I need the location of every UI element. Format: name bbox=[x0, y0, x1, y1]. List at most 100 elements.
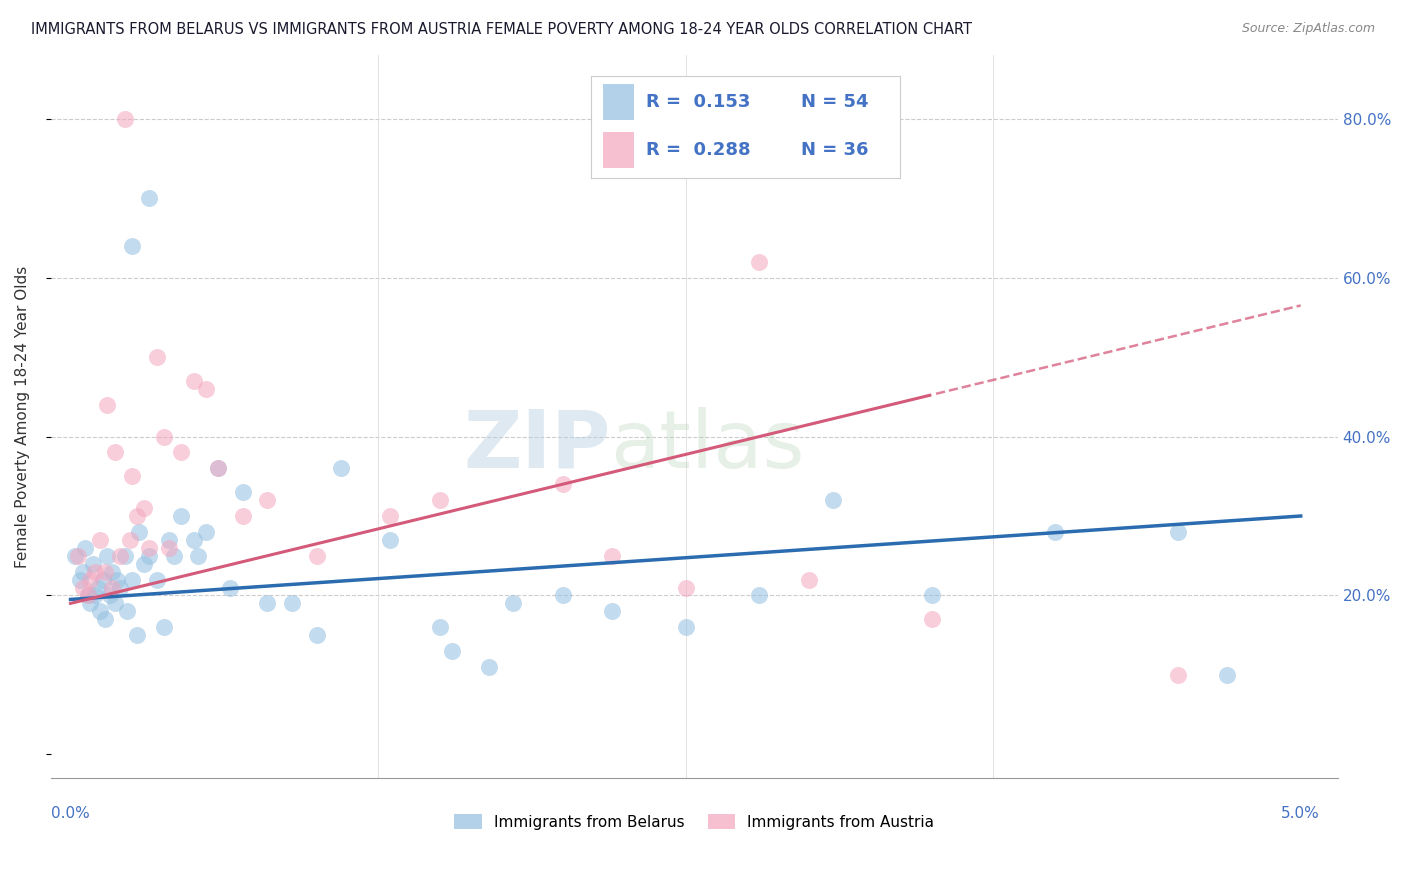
Point bbox=[108, 549, 131, 563]
Point bbox=[125, 628, 148, 642]
Point bbox=[76, 589, 98, 603]
Point bbox=[330, 461, 353, 475]
Point bbox=[108, 581, 131, 595]
Point bbox=[128, 524, 150, 539]
Point bbox=[75, 541, 97, 555]
Point bbox=[98, 589, 121, 603]
Point bbox=[600, 604, 623, 618]
Point bbox=[1043, 524, 1066, 539]
Point bbox=[551, 589, 574, 603]
Point bbox=[194, 524, 217, 539]
Text: IMMIGRANTS FROM BELARUS VS IMMIGRANTS FROM AUSTRIA FEMALE POVERTY AMONG 18-24 YE: IMMIGRANTS FROM BELARUS VS IMMIGRANTS FR… bbox=[31, 22, 972, 37]
Text: N = 36: N = 36 bbox=[801, 141, 869, 159]
Text: R =  0.288: R = 0.288 bbox=[647, 141, 751, 159]
Point bbox=[79, 596, 101, 610]
Point bbox=[105, 573, 128, 587]
Text: 0.0%: 0.0% bbox=[51, 806, 90, 821]
Text: ZIP: ZIP bbox=[464, 407, 610, 484]
Point bbox=[76, 589, 98, 603]
Point bbox=[478, 660, 501, 674]
Point bbox=[104, 445, 127, 459]
Point bbox=[89, 533, 111, 547]
Point bbox=[66, 549, 89, 563]
Text: atlas: atlas bbox=[610, 407, 806, 484]
Point bbox=[94, 612, 117, 626]
Point bbox=[429, 493, 451, 508]
Y-axis label: Female Poverty Among 18-24 Year Olds: Female Poverty Among 18-24 Year Olds bbox=[15, 266, 30, 568]
Point bbox=[183, 533, 205, 547]
Point bbox=[675, 620, 697, 634]
Point bbox=[84, 565, 107, 579]
Point bbox=[121, 469, 143, 483]
Point bbox=[380, 508, 402, 523]
Point bbox=[823, 493, 845, 508]
Point bbox=[65, 549, 87, 563]
Point bbox=[72, 581, 94, 595]
Point bbox=[72, 565, 94, 579]
Point bbox=[118, 533, 141, 547]
Point bbox=[125, 508, 148, 523]
Point bbox=[170, 445, 193, 459]
Point bbox=[551, 477, 574, 491]
Point bbox=[138, 191, 160, 205]
Point bbox=[91, 573, 114, 587]
Point bbox=[134, 557, 156, 571]
Point bbox=[1167, 668, 1189, 682]
Point bbox=[114, 549, 136, 563]
Point bbox=[380, 533, 402, 547]
Text: Source: ZipAtlas.com: Source: ZipAtlas.com bbox=[1241, 22, 1375, 36]
Point bbox=[170, 508, 193, 523]
Point bbox=[145, 350, 167, 364]
Point bbox=[1167, 524, 1189, 539]
Point bbox=[232, 485, 254, 500]
Point bbox=[82, 557, 104, 571]
Point bbox=[207, 461, 229, 475]
Point bbox=[219, 581, 242, 595]
Point bbox=[138, 549, 160, 563]
Point bbox=[305, 628, 328, 642]
Point bbox=[121, 239, 143, 253]
Text: N = 54: N = 54 bbox=[801, 93, 869, 111]
Point bbox=[207, 461, 229, 475]
Point bbox=[675, 581, 697, 595]
Point bbox=[84, 589, 107, 603]
Point bbox=[305, 549, 328, 563]
Point bbox=[187, 549, 209, 563]
Point bbox=[94, 565, 117, 579]
Point bbox=[921, 612, 943, 626]
Point bbox=[145, 573, 167, 587]
Bar bbox=[603, 84, 634, 120]
Text: 5.0%: 5.0% bbox=[1281, 806, 1320, 821]
Point bbox=[440, 644, 463, 658]
Point bbox=[748, 254, 770, 268]
Point bbox=[114, 112, 136, 126]
Point bbox=[134, 501, 156, 516]
Point bbox=[157, 541, 180, 555]
Point bbox=[194, 382, 217, 396]
Bar bbox=[603, 132, 634, 168]
Point bbox=[256, 493, 278, 508]
Point bbox=[502, 596, 524, 610]
Point bbox=[69, 573, 91, 587]
Point bbox=[96, 398, 118, 412]
Point bbox=[86, 581, 108, 595]
Point bbox=[96, 549, 118, 563]
Point bbox=[101, 565, 124, 579]
Point bbox=[600, 549, 623, 563]
Point bbox=[797, 573, 820, 587]
Point bbox=[89, 604, 111, 618]
Point bbox=[183, 374, 205, 388]
Point bbox=[163, 549, 186, 563]
Point bbox=[115, 604, 138, 618]
Point bbox=[104, 596, 127, 610]
Point bbox=[157, 533, 180, 547]
Point bbox=[256, 596, 278, 610]
Point bbox=[101, 581, 124, 595]
Point bbox=[232, 508, 254, 523]
Point bbox=[138, 541, 160, 555]
Point bbox=[1216, 668, 1239, 682]
Point bbox=[281, 596, 304, 610]
Point bbox=[153, 429, 176, 443]
Point bbox=[121, 573, 143, 587]
Point bbox=[921, 589, 943, 603]
